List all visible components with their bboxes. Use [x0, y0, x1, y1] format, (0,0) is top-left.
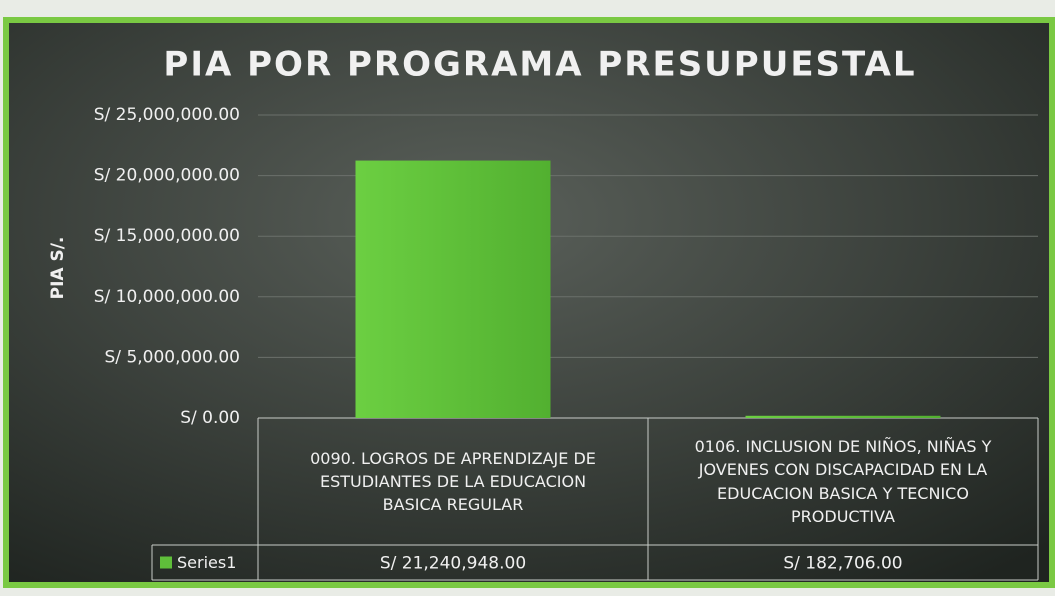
x-tick-label: 0106. INCLUSION DE NIÑOS, NIÑAS Y JOVENE… [694, 437, 992, 526]
chart-title: PIA POR PROGRAMA PRESUPUESTAL [163, 45, 916, 85]
legend-label: Series1 [177, 553, 236, 572]
bar [355, 160, 551, 419]
y-tick-label: S/ 0.00 [180, 408, 240, 428]
y-axis-label: PIA S/. [48, 237, 68, 300]
x-tick-label-box: 0090. LOGROS DE APRENDIZAJE DE ESTUDIANT… [310, 448, 596, 515]
x-tick-label-box: 0106. INCLUSION DE NIÑOS, NIÑAS Y JOVENE… [694, 437, 992, 526]
x-tick-label: 0090. LOGROS DE APRENDIZAJE DE ESTUDIANT… [310, 448, 596, 515]
legend-swatch [160, 556, 172, 569]
y-tick-label: S/ 10,000,000.00 [94, 287, 240, 307]
data-label: S/ 182,706.00 [783, 554, 902, 574]
y-tick-label: S/ 5,000,000.00 [105, 347, 240, 367]
bar [745, 415, 941, 418]
y-tick-label: S/ 25,000,000.00 [94, 105, 240, 125]
y-tick-label: S/ 15,000,000.00 [94, 226, 240, 246]
y-tick-label: S/ 20,000,000.00 [94, 166, 240, 186]
data-label: S/ 21,240,948.00 [380, 554, 526, 574]
